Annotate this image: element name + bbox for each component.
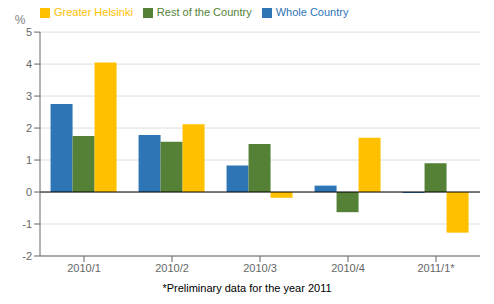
svg-text:2: 2 [26, 122, 32, 134]
svg-text:5: 5 [26, 26, 32, 38]
html-text:Rest of the Country: Rest of the Country [156, 6, 252, 18]
svg-text:2010/4: 2010/4 [331, 262, 365, 274]
svg-text:-2: -2 [22, 250, 32, 262]
svg-text:2011/1*: 2011/1* [417, 262, 455, 274]
svg-text:%: % [15, 13, 26, 27]
svg-text:3: 3 [26, 90, 32, 102]
html-text:*Preliminary data for the year: *Preliminary data for the year 2011 [162, 282, 332, 294]
svg-text:-1: -1 [22, 218, 32, 230]
svg-text:1: 1 [26, 154, 32, 166]
svg-text:2010/2: 2010/2 [155, 262, 189, 274]
svg-text:4: 4 [26, 58, 32, 70]
html-text:Greater Helsinki: Greater Helsinki [54, 6, 133, 18]
html-text:Whole Country: Whole Country [275, 6, 349, 18]
svg-text:2010/1: 2010/1 [67, 262, 101, 274]
svg-text:2010/3: 2010/3 [243, 262, 277, 274]
svg-text:0: 0 [26, 186, 32, 198]
